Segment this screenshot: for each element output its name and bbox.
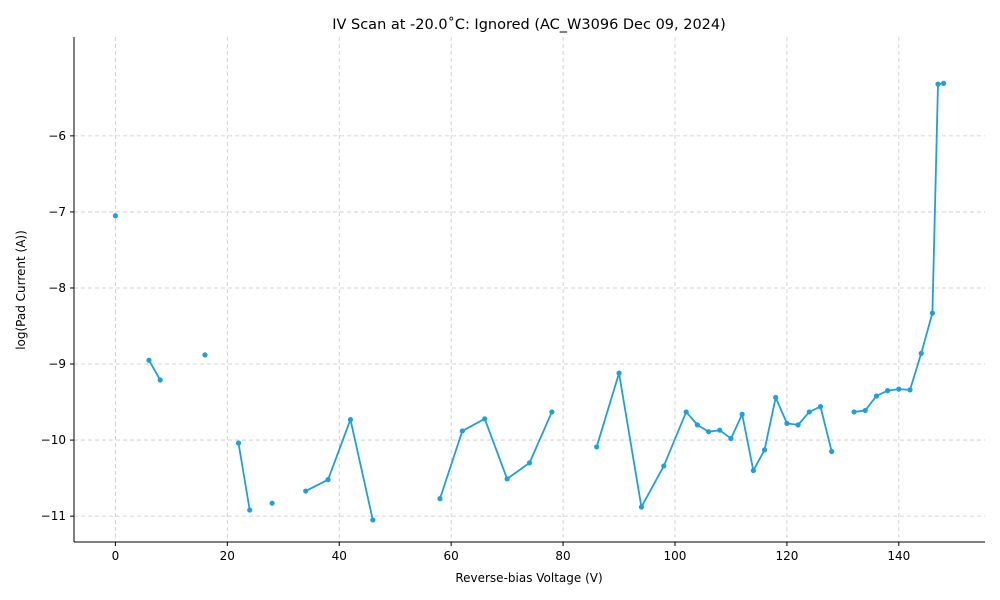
data-point	[303, 488, 309, 494]
data-point	[935, 81, 941, 87]
data-point	[885, 388, 891, 394]
x-tick-label: 40	[332, 549, 347, 563]
data-point	[784, 420, 790, 426]
data-point	[482, 416, 488, 422]
y-tick-label: −10	[41, 433, 66, 447]
axes	[73, 37, 985, 543]
data-point	[661, 463, 667, 469]
data-point	[750, 467, 756, 474]
data-point	[638, 504, 645, 510]
x-tick-label: 20	[220, 549, 235, 563]
data-point	[504, 476, 510, 482]
series-line-segment	[305, 418, 374, 521]
data-point	[459, 428, 465, 434]
series-line-segment	[853, 82, 944, 413]
data-point	[325, 477, 331, 483]
data-point	[773, 394, 779, 401]
data-point	[940, 80, 947, 86]
series-line-segment	[148, 359, 161, 381]
x-tick-label: 0	[112, 549, 120, 563]
data-point	[526, 460, 533, 466]
data-point	[795, 422, 801, 428]
data-point	[146, 357, 152, 363]
data-point	[851, 409, 857, 415]
ticks: 0 20 40 60 80 100 120 140 −11 −10 −9 −8 −7 −6	[41, 129, 911, 563]
grid	[74, 37, 985, 542]
data-point	[896, 386, 902, 392]
series-line-segment	[237, 442, 251, 511]
data-point	[157, 377, 163, 383]
x-axis-title: Reverse-bias Voltage (V)	[455, 571, 602, 585]
y-tick-label: −6	[48, 129, 66, 143]
x-tick-label: 120	[775, 549, 798, 563]
data-point	[918, 350, 924, 356]
data-point	[717, 427, 723, 433]
x-tick-label: 80	[555, 549, 570, 563]
x-tick-label: 100	[664, 549, 687, 563]
data-point	[235, 440, 242, 446]
y-axis-title: log(Pad Current (A))	[14, 230, 28, 350]
data-point	[873, 393, 880, 399]
data-point	[370, 517, 376, 523]
y-tick-label: −9	[48, 357, 66, 371]
data-point	[761, 447, 768, 453]
series	[112, 80, 947, 523]
data-point	[929, 310, 936, 316]
chart-title: IV Scan at -20.0˚C: Ignored (AC_W3096 De…	[332, 16, 726, 33]
x-tick-label: 140	[887, 549, 910, 563]
y-tick-label: −8	[48, 281, 66, 295]
data-point	[806, 409, 812, 415]
x-tick-label: 60	[444, 549, 459, 563]
data-point	[683, 409, 689, 415]
data-point	[437, 496, 443, 502]
data-point	[739, 411, 745, 417]
data-point	[705, 429, 712, 435]
data-point	[549, 409, 555, 415]
data-point	[907, 387, 913, 393]
data-point	[728, 435, 734, 442]
data-point	[347, 416, 354, 423]
y-tick-label: −11	[41, 509, 66, 523]
data-point	[247, 507, 253, 513]
series-line-segment	[439, 411, 553, 499]
data-point	[269, 500, 275, 506]
data-point	[694, 422, 700, 428]
data-point	[829, 448, 835, 455]
data-point	[616, 370, 622, 376]
data-point	[594, 444, 600, 450]
data-point	[202, 352, 208, 358]
data-point	[817, 404, 824, 410]
series-line-segment	[595, 372, 833, 508]
y-tick-label: −7	[48, 205, 66, 219]
data-point	[862, 407, 868, 414]
data-point	[112, 213, 119, 219]
